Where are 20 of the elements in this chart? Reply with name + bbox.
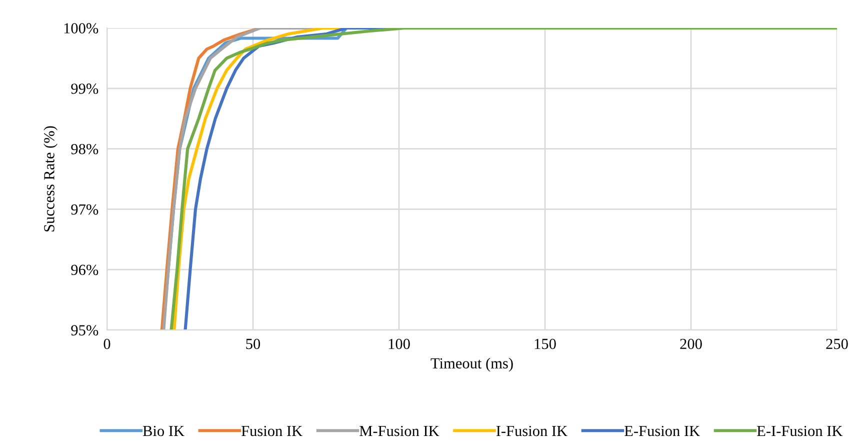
legend-label: E-Fusion IK: [624, 426, 700, 436]
x-tick-label: 250: [826, 338, 848, 350]
x-tick-label: 200: [680, 338, 702, 350]
y-tick-label: 96%: [71, 264, 98, 276]
x-tick-label: 0: [104, 338, 110, 350]
x-tick-label: 100: [388, 338, 410, 350]
y-tick-label: 95%: [71, 325, 98, 336]
legend-label: Bio IK: [142, 426, 184, 436]
y-tick-label: 98%: [71, 144, 98, 154]
y-tick-label: 97%: [71, 204, 98, 215]
x-tick-label: 50: [246, 338, 260, 350]
legend-label: I-Fusion IK: [496, 426, 568, 436]
legend-label: M-Fusion IK: [360, 426, 440, 436]
legend-label: Fusion IK: [241, 426, 302, 436]
y-tick-label: 99%: [71, 84, 98, 94]
y-tick-label: 100%: [64, 23, 98, 34]
y-axis-title: Success Rate (%): [44, 126, 58, 232]
legend-label: E-I-Fusion IK: [757, 426, 843, 436]
x-axis-title: Timeout (ms): [430, 358, 513, 372]
x-tick-label: 150: [534, 338, 556, 350]
